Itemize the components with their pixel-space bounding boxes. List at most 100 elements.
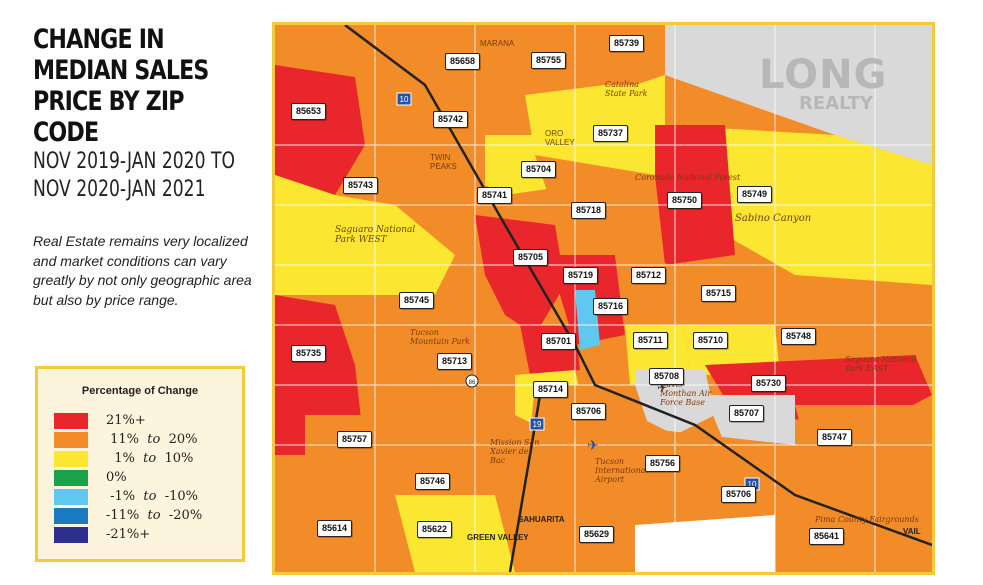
zip-label-85641[interactable]: 85641 xyxy=(809,528,845,545)
legend-item: 0% xyxy=(54,470,234,487)
legend-to-word: to xyxy=(135,489,165,504)
legend-from: -11% xyxy=(106,508,140,523)
zip-label-85737[interactable]: 85737 xyxy=(593,125,629,142)
label-twin-peaks: TWIN PEAKS xyxy=(430,153,457,171)
zip-label-85707[interactable]: 85707 xyxy=(729,405,765,422)
legend-title: Percentage of Change xyxy=(81,385,199,397)
zip-label-85747[interactable]: 85747 xyxy=(817,429,853,446)
airport-icon: ✈ xyxy=(587,438,599,454)
label-fairgrounds: Pima County Fairgrounds xyxy=(815,515,919,524)
long-realty-logo: LONG REALTY xyxy=(759,55,887,113)
region-south-white xyxy=(635,515,775,572)
legend-item: 11% to 20% xyxy=(54,432,234,449)
legend-swatch xyxy=(54,432,88,448)
zip-label-85716[interactable]: 85716 xyxy=(593,298,629,315)
legend-label: 1% to 10% xyxy=(106,451,193,467)
zip-label-85735[interactable]: 85735 xyxy=(291,345,327,362)
zip-label-85658[interactable]: 85658 xyxy=(445,53,481,70)
zip-label-85614[interactable]: 85614 xyxy=(317,520,353,537)
label-oro-valley: ORO VALLEY xyxy=(545,129,575,147)
zip-label-85710[interactable]: 85710 xyxy=(693,332,729,349)
region-northeast-gray xyxy=(665,25,932,165)
label-vail: VAIL xyxy=(903,527,921,536)
legend-item: -21%+ xyxy=(54,527,234,544)
zip-label-85629[interactable]: 85629 xyxy=(579,526,615,543)
label-mission: Mission San Xavier del Bac xyxy=(490,438,540,465)
zip-label-85755[interactable]: 85755 xyxy=(531,52,567,69)
region-85747 xyxy=(795,405,932,480)
zip-label-85718[interactable]: 85718 xyxy=(571,202,607,219)
zip-label-85739[interactable]: 85739 xyxy=(609,35,645,52)
zip-label-85745[interactable]: 85745 xyxy=(399,292,435,309)
zip-label-85653[interactable]: 85653 xyxy=(291,103,327,120)
interstate-19 xyxy=(508,394,542,572)
svg-text:10: 10 xyxy=(400,95,409,104)
route-86-shield: 86 xyxy=(465,374,479,388)
region-85739 xyxy=(605,25,665,85)
zip-label-85742[interactable]: 85742 xyxy=(433,111,469,128)
zip-label-85746[interactable]: 85746 xyxy=(415,473,451,490)
legend-item: 21%+ xyxy=(54,413,234,430)
legend-label: -11% to -20% xyxy=(106,508,202,524)
logo-line1: LONG xyxy=(759,52,888,98)
description-text: Real Estate remains very localized and m… xyxy=(33,233,252,308)
legend-to-word: to xyxy=(139,432,169,447)
legend-swatch xyxy=(54,470,88,486)
label-marana: MARANA xyxy=(480,39,515,48)
label-green-valley: GREEN VALLEY xyxy=(467,533,529,542)
legend-to: -20% xyxy=(168,508,203,523)
legend-from: 1% xyxy=(106,451,135,466)
legend-label: -1% to -10% xyxy=(106,489,198,505)
legend-panel: Percentage of Change 21%+ 11% to 20% 1% … xyxy=(35,366,245,562)
airbase-icon: ✈ xyxy=(657,381,667,395)
region-85705 xyxy=(475,215,565,335)
svg-text:86: 86 xyxy=(469,380,476,386)
legend-from: -1% xyxy=(106,489,136,504)
zip-label-85756[interactable]: 85756 xyxy=(645,455,681,472)
svg-text:10: 10 xyxy=(748,480,757,489)
legend-item: 1% to 10% xyxy=(54,451,234,468)
legend-to: 10% xyxy=(164,451,194,466)
label-catalina: Catalina State Park xyxy=(605,80,648,98)
legend-item: -11% to -20% xyxy=(54,508,234,525)
region-85755 xyxy=(455,25,605,95)
legend-label: -21%+ xyxy=(106,527,151,542)
zip-label-85750[interactable]: 85750 xyxy=(667,192,703,209)
zip-label-85743[interactable]: 85743 xyxy=(343,177,379,194)
zip-label-85705[interactable]: 85705 xyxy=(513,249,549,266)
region-85706 xyxy=(525,385,655,495)
zip-label-85701[interactable]: 85701 xyxy=(541,333,577,350)
label-sahuarita: SAHUARITA xyxy=(518,515,565,524)
region-85641 xyxy=(775,485,932,572)
zip-label-85741[interactable]: 85741 xyxy=(477,187,513,204)
zip-label-85713[interactable]: 85713 xyxy=(437,353,473,370)
zip-label-85708[interactable]: 85708 xyxy=(649,368,685,385)
zip-label-85730[interactable]: 85730 xyxy=(751,375,787,392)
zip-label-85748[interactable]: 85748 xyxy=(781,328,817,345)
zip-label-85719[interactable]: 85719 xyxy=(563,267,599,284)
legend-swatch xyxy=(54,451,88,467)
zip-label-85714[interactable]: 85714 xyxy=(533,381,569,398)
legend-to-word: to xyxy=(134,451,165,466)
legend-from: 11% xyxy=(106,432,140,447)
legend-item: -1% to -10% xyxy=(54,489,234,506)
svg-text:19: 19 xyxy=(533,420,542,429)
zip-label-85715[interactable]: 85715 xyxy=(701,285,737,302)
zip-label-85706[interactable]: 85706 xyxy=(721,486,757,503)
zip-label-85749[interactable]: 85749 xyxy=(737,186,773,203)
region-85653 xyxy=(275,65,365,195)
zip-label-85706[interactable]: 85706 xyxy=(571,403,607,420)
label-coronado: Coronado National Forest xyxy=(635,173,741,182)
legend-swatch xyxy=(54,489,88,505)
legend-to-word: to xyxy=(139,508,169,523)
zip-label-85757[interactable]: 85757 xyxy=(337,431,373,448)
legend-label: 0% xyxy=(106,470,127,485)
legend-label: 11% to 20% xyxy=(106,432,197,448)
zip-label-85711[interactable]: 85711 xyxy=(633,332,668,349)
zip-label-85622[interactable]: 85622 xyxy=(417,521,453,538)
page-subtitle: NOV 2019-JAN 2020 TO NOV 2020-JAN 2021 xyxy=(33,149,235,202)
zip-label-85704[interactable]: 85704 xyxy=(521,161,557,178)
label-saguaro-west: Saguaro National Park WEST xyxy=(335,225,416,245)
zip-label-85712[interactable]: 85712 xyxy=(631,267,667,284)
label-sabino: Sabino Canyon xyxy=(735,213,812,224)
